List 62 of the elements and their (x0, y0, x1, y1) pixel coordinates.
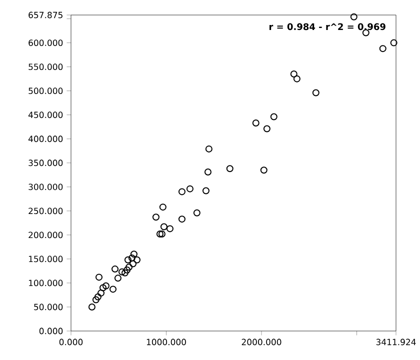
point (112, 266, 119, 273)
y-tick-label: 500.000 (28, 88, 63, 94)
y-tick-label: 0.000 (39, 328, 63, 334)
x-tick-label: 1000.000 (146, 338, 186, 346)
point (124, 266, 131, 274)
point (118, 268, 126, 276)
point (186, 185, 194, 192)
point (193, 209, 200, 216)
y-tick-label: 300.000 (28, 184, 63, 190)
point (252, 120, 260, 127)
point (178, 188, 186, 196)
point (102, 282, 110, 290)
point (379, 45, 386, 52)
point (160, 223, 168, 230)
point (290, 70, 298, 78)
y-tick-label: 150.000 (28, 256, 63, 262)
point (130, 250, 138, 258)
point (205, 145, 212, 152)
point (128, 254, 136, 262)
point (350, 13, 358, 20)
point (166, 225, 174, 232)
point (202, 187, 210, 194)
point (124, 256, 132, 264)
y-tick-label: 50.000 (34, 304, 63, 310)
point (312, 89, 320, 96)
y-tick-label: 550.000 (28, 64, 63, 70)
point (100, 284, 107, 292)
point (158, 230, 166, 238)
point (110, 286, 117, 293)
point (114, 274, 122, 282)
y-tick-label: 657.875 (28, 12, 62, 18)
point (92, 296, 100, 304)
point (134, 256, 141, 264)
point (156, 230, 164, 238)
point (390, 39, 398, 46)
point (226, 165, 234, 172)
point (94, 293, 102, 300)
x-tick-label: 0.000 (59, 338, 83, 346)
point (293, 75, 300, 82)
point (88, 303, 96, 310)
point (159, 204, 166, 211)
y-tick-label: 450.000 (28, 112, 63, 118)
point (204, 168, 212, 176)
point (96, 274, 103, 281)
x-tick-label: 3411.924 (376, 338, 416, 346)
x-tick-label: 2000.000 (242, 338, 282, 346)
y-tick-label: 600.000 (28, 40, 63, 46)
point (122, 269, 129, 276)
point (178, 216, 186, 223)
annotation: r = 0.984 - r^2 = 0.969 (269, 23, 386, 30)
y-tick-label: 200.000 (28, 232, 63, 238)
point (263, 125, 270, 132)
y-tick-label: 250.000 (28, 208, 63, 214)
point (152, 214, 160, 221)
point (126, 264, 133, 271)
y-tick-label: 100.000 (28, 280, 63, 286)
point (260, 166, 268, 174)
y-tick-label: 400.000 (28, 136, 63, 142)
y-tick-label: 350.000 (28, 160, 63, 166)
point (270, 113, 278, 120)
point (130, 260, 137, 268)
point (98, 290, 105, 297)
